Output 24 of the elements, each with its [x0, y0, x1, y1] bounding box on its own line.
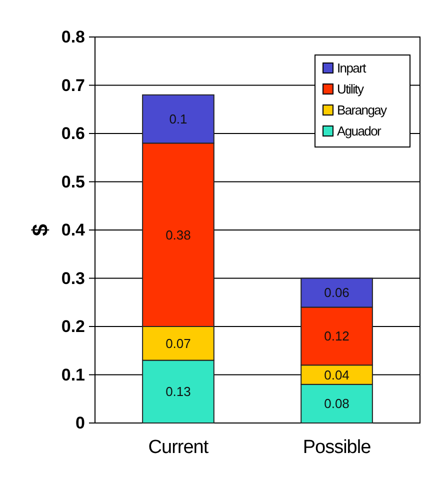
y-tick-label: 0.4	[61, 220, 86, 240]
y-tick-label: 0.5	[61, 172, 85, 192]
legend-label: Inpart	[337, 60, 367, 76]
y-tick-label: 0.6	[61, 124, 85, 143]
y-tick-label: 0.7	[61, 76, 85, 95]
y-tick-label: 0.8	[61, 28, 85, 46]
y-tick-label: 0	[76, 414, 85, 432]
data-label: 0.12	[324, 328, 350, 344]
x-tick-label: Current	[148, 437, 210, 458]
data-label: 0.13	[166, 384, 191, 400]
data-label: 0.07	[166, 336, 191, 351]
data-label: 0.1	[169, 112, 188, 127]
data-label: 0.08	[324, 396, 350, 412]
data-label: 0.38	[166, 227, 191, 242]
y-tick-label: 0.2	[61, 317, 85, 336]
data-label: 0.06	[324, 285, 350, 300]
y-axis-title: $	[28, 224, 52, 236]
y-tick-label: 0.1	[61, 365, 85, 384]
y-tick-label: 0.3	[61, 268, 85, 288]
x-tick-label: Possible	[302, 437, 371, 458]
data-label: 0.04	[324, 367, 350, 382]
legend-label: Barangay	[337, 102, 388, 118]
legend-label: Aguador	[337, 124, 382, 138]
legend-label: Utility	[337, 82, 364, 96]
